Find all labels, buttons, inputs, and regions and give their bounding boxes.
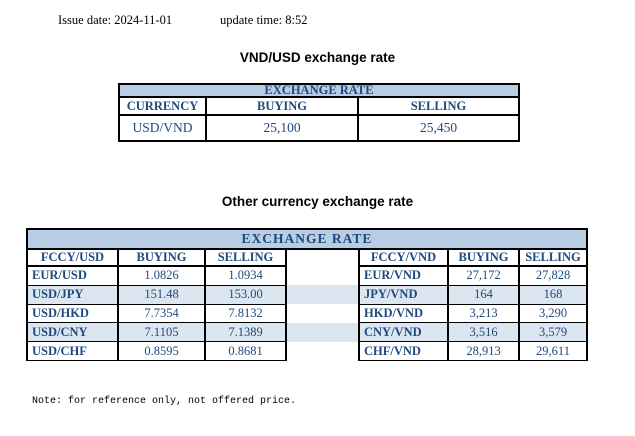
rate-value-cell: 27,172	[447, 265, 520, 286]
footnote-text: Note: for reference only, not offered pr…	[32, 396, 297, 407]
rate-value-cell: 3,516	[447, 322, 520, 343]
column-header-currency: CURRENCY	[118, 96, 207, 116]
other-currency-section-title: Other currency exchange rate	[221, 194, 414, 209]
rate-value-cell: 1.0934	[204, 265, 287, 286]
spacer-cell	[285, 285, 360, 305]
currency-pair-cell: USD/JPY	[26, 284, 119, 305]
rate-value-cell: 1.0826	[117, 265, 206, 286]
rate-value-cell: 7.7354	[117, 303, 206, 324]
usd-vnd-section-title: VND/USD exchange rate	[239, 50, 396, 65]
rate-value-cell: 151.48	[117, 284, 206, 305]
column-header-selling: SELLING	[204, 248, 287, 267]
rate-value-cell: 0.8681	[204, 341, 287, 361]
table-header-row: FCCY/USD BUYING SELLING FCCY/VND BUYING …	[26, 248, 588, 267]
spacer-cell	[285, 322, 360, 342]
currency-pair-cell: USD/VND	[118, 114, 207, 142]
currency-pair-cell: USD/CHF	[26, 341, 119, 361]
table-row: EUR/USD 1.0826 1.0934 EUR/VND 27,172 27,828	[26, 265, 588, 286]
rate-value-cell: 25,450	[356, 114, 521, 142]
currency-pair-cell: HKD/VND	[358, 303, 449, 324]
currency-pair-cell: USD/CNY	[26, 322, 119, 343]
currency-pair-cell: CNY/VND	[358, 322, 449, 343]
column-header-selling: SELLING	[356, 96, 521, 116]
usd-vnd-table-body: USD/VND 25,100 25,450	[118, 114, 521, 142]
other-currency-rate-table: EXCHANGE RATE FCCY/USD BUYING SELLING FC…	[26, 228, 588, 361]
currency-pair-cell: EUR/USD	[26, 265, 119, 286]
rate-value-cell: 7.1105	[117, 322, 206, 343]
rate-value-cell: 3,213	[447, 303, 520, 324]
currency-pair-cell: EUR/VND	[358, 265, 449, 286]
table-row: USD/CNY 7.1105 7.1389 CNY/VND 3,516 3,579	[26, 322, 588, 343]
rate-value-cell: 164	[447, 284, 520, 305]
rate-value-cell: 25,100	[205, 114, 359, 142]
rate-value-cell: 3,579	[518, 322, 588, 343]
table-header-row: CURRENCY BUYING SELLING	[118, 96, 521, 116]
rate-value-cell: 0.8595	[117, 341, 206, 361]
table-row: USD/CHF 0.8595 0.8681 CHF/VND 28,913 29,611	[26, 341, 588, 361]
currency-pair-cell: JPY/VND	[358, 284, 449, 305]
currency-pair-cell: CHF/VND	[358, 341, 449, 361]
spacer-cell	[285, 249, 360, 266]
rate-value-cell: 168	[518, 284, 588, 305]
usd-vnd-rate-table: EXCHANGE RATE CURRENCY BUYING SELLING US…	[117, 83, 521, 142]
update-time-text: update time: 8:52	[220, 13, 308, 27]
issue-date-text: Issue date: 2024-11-01	[58, 13, 173, 27]
rate-value-cell: 153.00	[204, 284, 287, 305]
exchange-rate-banner: EXCHANGE RATE	[117, 83, 521, 98]
rate-value-cell: 27,828	[518, 265, 588, 286]
column-header-fccy-vnd: FCCY/VND	[358, 248, 449, 267]
rate-value-cell: 7.1389	[204, 322, 287, 343]
spacer-cell	[285, 341, 360, 361]
column-header-fccy-usd: FCCY/USD	[26, 248, 119, 267]
currency-pair-cell: USD/HKD	[26, 303, 119, 324]
table-row: USD/VND 25,100 25,450	[118, 114, 521, 142]
spacer-cell	[285, 304, 360, 323]
rate-value-cell: 3,290	[518, 303, 588, 324]
rate-value-cell: 29,611	[518, 341, 588, 361]
column-header-buying: BUYING	[447, 248, 520, 267]
table-banner-row: EXCHANGE RATE	[26, 228, 588, 250]
other-currency-table-body: EUR/USD 1.0826 1.0934 EUR/VND 27,172 27,828 US…	[26, 265, 588, 361]
table-row: USD/JPY 151.48 153.00 JPY/VND 164 168	[26, 284, 588, 305]
column-header-selling: SELLING	[518, 248, 588, 267]
column-header-buying: BUYING	[117, 248, 206, 267]
column-header-buying: BUYING	[205, 96, 359, 116]
spacer-cell	[285, 266, 360, 286]
rate-value-cell: 28,913	[447, 341, 520, 361]
exchange-rate-banner: EXCHANGE RATE	[26, 228, 588, 250]
table-banner-row: EXCHANGE RATE	[117, 83, 521, 98]
table-row: USD/HKD 7.7354 7.8132 HKD/VND 3,213 3,290	[26, 303, 588, 324]
rate-value-cell: 7.8132	[204, 303, 287, 324]
